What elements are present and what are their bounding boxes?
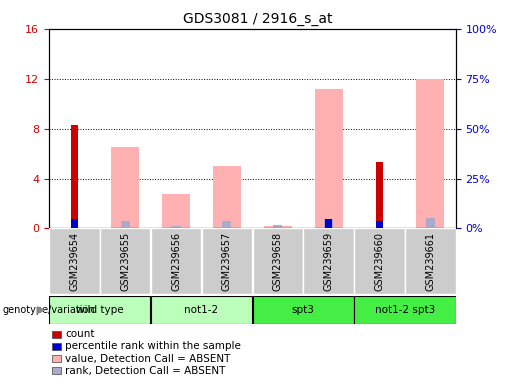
Bar xyxy=(325,227,332,228)
Text: GSM239660: GSM239660 xyxy=(374,232,385,291)
FancyBboxPatch shape xyxy=(100,228,150,294)
Bar xyxy=(325,219,332,228)
Text: ▶: ▶ xyxy=(37,305,45,315)
Text: percentile rank within the sample: percentile rank within the sample xyxy=(65,341,241,351)
Bar xyxy=(213,166,241,228)
Bar xyxy=(71,125,78,228)
FancyBboxPatch shape xyxy=(303,228,354,294)
Text: GSM239654: GSM239654 xyxy=(70,232,79,291)
Bar xyxy=(273,225,282,228)
FancyBboxPatch shape xyxy=(405,228,456,294)
FancyBboxPatch shape xyxy=(49,228,99,294)
Bar xyxy=(171,227,181,228)
Text: wild type: wild type xyxy=(76,305,124,315)
Bar xyxy=(222,221,232,228)
Text: GDS3081 / 2916_s_at: GDS3081 / 2916_s_at xyxy=(183,12,332,26)
Text: GSM239656: GSM239656 xyxy=(171,232,181,291)
FancyBboxPatch shape xyxy=(354,228,405,294)
Text: count: count xyxy=(65,329,94,339)
Text: spt3: spt3 xyxy=(292,305,315,315)
Bar xyxy=(376,222,383,228)
Bar xyxy=(324,219,333,228)
Bar xyxy=(71,220,78,228)
Text: GSM239661: GSM239661 xyxy=(425,232,435,291)
FancyBboxPatch shape xyxy=(354,296,456,324)
Bar xyxy=(376,162,383,228)
Text: rank, Detection Call = ABSENT: rank, Detection Call = ABSENT xyxy=(65,366,225,376)
Text: GSM239655: GSM239655 xyxy=(120,232,130,291)
FancyBboxPatch shape xyxy=(49,296,150,324)
Bar xyxy=(111,147,139,228)
FancyBboxPatch shape xyxy=(151,228,201,294)
Bar xyxy=(315,89,342,228)
Text: GSM239659: GSM239659 xyxy=(323,232,334,291)
FancyBboxPatch shape xyxy=(151,296,252,324)
Text: not1-2: not1-2 xyxy=(184,305,218,315)
Bar xyxy=(162,194,190,228)
Bar xyxy=(416,79,444,228)
FancyBboxPatch shape xyxy=(202,228,252,294)
Text: GSM239658: GSM239658 xyxy=(273,232,283,291)
Text: value, Detection Call = ABSENT: value, Detection Call = ABSENT xyxy=(65,354,230,364)
FancyBboxPatch shape xyxy=(252,296,354,324)
Text: genotype/variation: genotype/variation xyxy=(3,305,95,315)
Bar xyxy=(264,226,292,228)
Bar xyxy=(121,221,130,228)
FancyBboxPatch shape xyxy=(252,228,303,294)
Bar xyxy=(426,218,435,228)
Text: not1-2 spt3: not1-2 spt3 xyxy=(375,305,435,315)
Text: GSM239657: GSM239657 xyxy=(222,232,232,291)
